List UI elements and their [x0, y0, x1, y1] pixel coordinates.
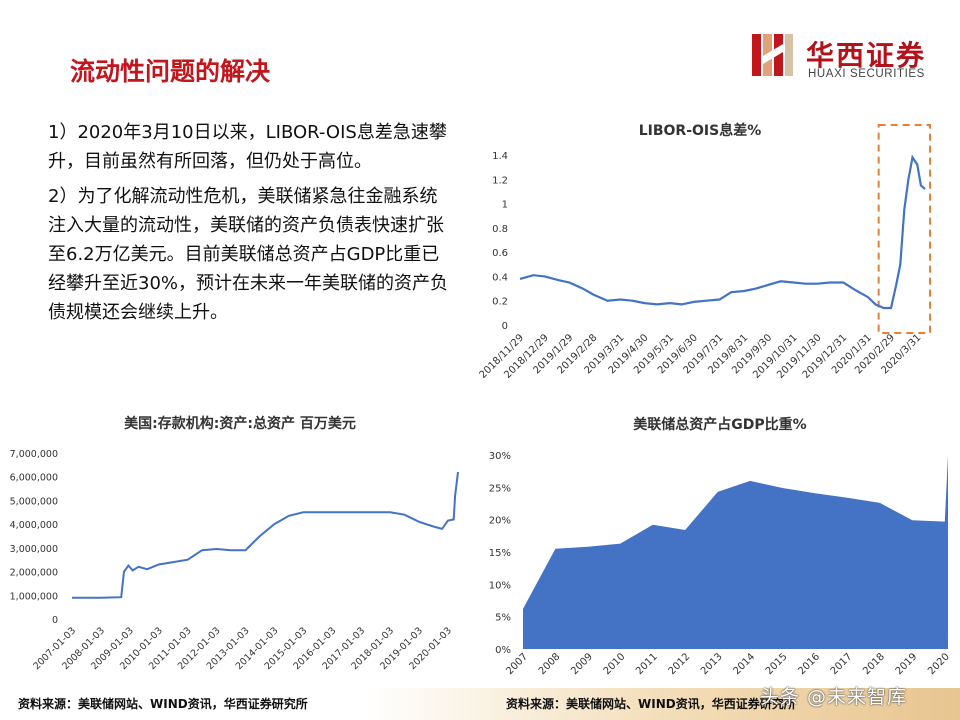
- source-note-right: 资料来源：美联储网站、WIND资讯，华西证券研究所: [506, 697, 796, 711]
- y-tick-label: 25%: [489, 483, 511, 494]
- x-tick-label: 2018: [861, 651, 887, 677]
- series-area: [523, 455, 948, 649]
- x-tick-label: 2014: [731, 651, 757, 677]
- x-tick-label: 2012: [667, 651, 693, 677]
- x-tick-label: 2008: [537, 651, 563, 677]
- y-tick-label: 5,000,000: [10, 496, 58, 507]
- logo-english: HUAXI SECURITIES: [808, 68, 925, 80]
- y-tick-label: 7,000,000: [10, 449, 58, 460]
- y-tick-label: 3,000,000: [10, 544, 58, 555]
- libor-ois-chart: LIBOR-OIS息差% 00.20.40.60.811.21.4 2018/1…: [478, 122, 931, 381]
- page-title: 流动性问题的解决: [70, 57, 271, 86]
- x-tick-label: 2019: [894, 651, 920, 677]
- x-tick-label: 2017: [829, 651, 855, 677]
- y-tick-label: 1,000,000: [10, 591, 58, 602]
- x-tick-label: 2009: [569, 651, 595, 677]
- x-tick-label: 2013: [699, 651, 725, 677]
- logo-chinese: 华西证券: [806, 39, 927, 72]
- x-tick-label: 2011: [634, 651, 660, 677]
- y-tick-label: 0.8: [492, 224, 508, 235]
- total-assets-chart: 美国:存款机构:资产:总资产 百万美元 0 1,000,000 2,000,000 3…: [10, 415, 459, 672]
- series-line: [72, 471, 459, 599]
- paragraph-2: 2）为了化解流动性危机，美联储紧急往金融系统注入大量的流动性，美联储的资产负债表…: [48, 186, 449, 323]
- y-tick-label: 0: [502, 321, 508, 332]
- x-tick-label: 2010: [602, 651, 628, 677]
- chart-title: LIBOR-OIS息差%: [639, 122, 762, 139]
- x-tick-label: 2015: [764, 651, 790, 677]
- body-text: 1）2020年3月10日以来，LIBOR-OIS息差急速攀升，目前虽然有所回落，…: [48, 118, 450, 333]
- y-tick-label: 0.4: [492, 272, 508, 283]
- y-tick-label: 5%: [495, 613, 511, 624]
- paragraph-1: 1）2020年3月10日以来，LIBOR-OIS息差急速攀升，目前虽然有所回落，…: [48, 122, 447, 172]
- y-tick-label: 0.6: [492, 248, 508, 259]
- y-tick-label: 0: [52, 615, 58, 626]
- highlight-box: [877, 124, 931, 334]
- y-tick-label: 20%: [489, 516, 511, 527]
- fed-assets-gdp-chart: 美联储总资产占GDP比重% 0%5%10%15%20%25%30% 2007 20…: [489, 416, 952, 677]
- y-tick-label: 0.2: [492, 297, 508, 308]
- x-tick-label: 2016: [796, 651, 822, 677]
- y-tick-label: 6,000,000: [10, 473, 58, 484]
- series-line: [519, 154, 926, 310]
- chart-title: 美国:存款机构:资产:总资产 百万美元: [124, 415, 356, 432]
- y-tick-label: 1.4: [492, 151, 508, 162]
- watermark: 头条 @未来智库: [760, 686, 908, 708]
- y-tick-label: 4,000,000: [10, 520, 58, 531]
- chart-title: 美联储总资产占GDP比重%: [633, 416, 806, 433]
- footer-band: [0, 688, 960, 720]
- y-tick-label: 10%: [489, 580, 511, 591]
- source-note-left: 资料来源：美联储网站、WIND资讯，华西证券研究所: [18, 697, 308, 711]
- y-tick-label: 1.2: [492, 175, 508, 186]
- x-tick-label: 2020: [926, 651, 952, 677]
- y-tick-label: 1: [502, 200, 508, 211]
- y-tick-label: 0%: [495, 645, 511, 656]
- y-tick-label: 2,000,000: [10, 568, 58, 579]
- huaxi-logo-icon: [752, 34, 793, 76]
- y-tick-label: 15%: [489, 548, 511, 559]
- y-tick-label: 30%: [489, 451, 511, 462]
